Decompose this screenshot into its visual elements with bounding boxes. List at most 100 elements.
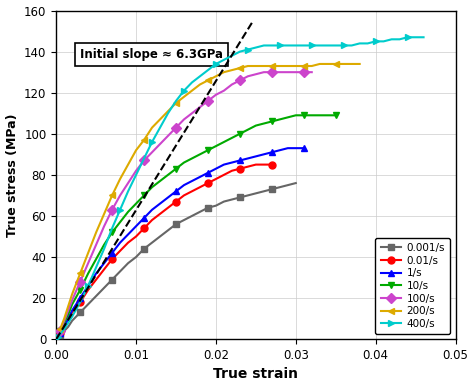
200/s [245,64,251,68]
1/s [165,195,171,200]
1/s [61,325,67,329]
200/s [133,148,139,152]
100/s [253,72,259,77]
200/s [221,70,227,74]
10/s [285,115,291,120]
0.001/s [65,325,71,329]
0.001/s [229,197,235,202]
0.01/s [245,164,251,169]
400/s [55,335,61,339]
0.001/s [157,234,163,239]
200/s [165,109,171,113]
400/s [253,45,259,50]
200/s [309,64,315,68]
Line: 100/s: 100/s [57,69,315,334]
Line: 10/s: 10/s [57,112,339,334]
0.001/s [197,209,203,214]
400/s [165,111,171,116]
400/s [373,39,379,44]
0.01/s [269,162,274,167]
1/s [213,166,219,171]
0.01/s [165,205,171,210]
200/s [293,64,299,68]
400/s [405,35,410,39]
0.001/s [85,302,91,307]
1/s [245,156,251,161]
400/s [293,43,299,48]
0.001/s [293,181,299,185]
400/s [85,283,91,288]
400/s [61,327,67,331]
400/s [309,43,315,48]
200/s [93,230,99,235]
1/s [157,201,163,206]
10/s [85,271,91,276]
0.01/s [189,189,195,194]
200/s [157,117,163,122]
0.01/s [85,288,91,292]
200/s [117,176,123,181]
400/s [341,43,346,48]
200/s [205,78,211,83]
0.01/s [229,168,235,173]
0.01/s [221,173,227,177]
200/s [237,66,243,70]
0.01/s [173,199,179,204]
1/s [149,207,155,212]
400/s [229,53,235,58]
0.01/s [61,325,67,329]
1/s [221,162,227,167]
1/s [85,283,91,288]
Line: 400/s: 400/s [55,34,427,341]
10/s [133,201,139,206]
0.01/s [65,319,71,323]
10/s [109,230,115,235]
400/s [197,74,203,79]
1/s [173,189,179,194]
0.01/s [197,185,203,190]
400/s [109,226,115,231]
10/s [317,113,323,118]
0.01/s [213,176,219,181]
1/s [125,232,131,237]
0.01/s [253,162,259,167]
1/s [57,330,63,335]
400/s [381,39,386,44]
400/s [389,37,394,42]
100/s [133,168,139,173]
10/s [293,113,299,118]
0.001/s [101,286,107,290]
400/s [261,43,267,48]
100/s [69,298,75,303]
1/s [141,216,147,220]
10/s [57,329,63,333]
400/s [213,62,219,66]
200/s [261,64,267,68]
10/s [101,242,107,247]
10/s [141,193,147,198]
10/s [117,220,123,224]
0.001/s [285,183,291,187]
10/s [149,185,155,190]
0.001/s [213,203,219,208]
400/s [237,49,243,54]
0.001/s [133,255,139,259]
0.001/s [205,205,211,210]
200/s [77,271,83,276]
200/s [61,316,67,321]
0.001/s [109,277,115,282]
10/s [301,113,307,118]
100/s [101,224,107,229]
10/s [333,113,338,118]
10/s [173,166,179,171]
100/s [165,134,171,138]
0.01/s [237,166,243,171]
200/s [85,251,91,255]
10/s [77,288,83,292]
400/s [93,265,99,270]
200/s [253,64,259,68]
100/s [197,105,203,110]
100/s [173,125,179,130]
0.01/s [69,310,75,315]
100/s [61,319,67,323]
